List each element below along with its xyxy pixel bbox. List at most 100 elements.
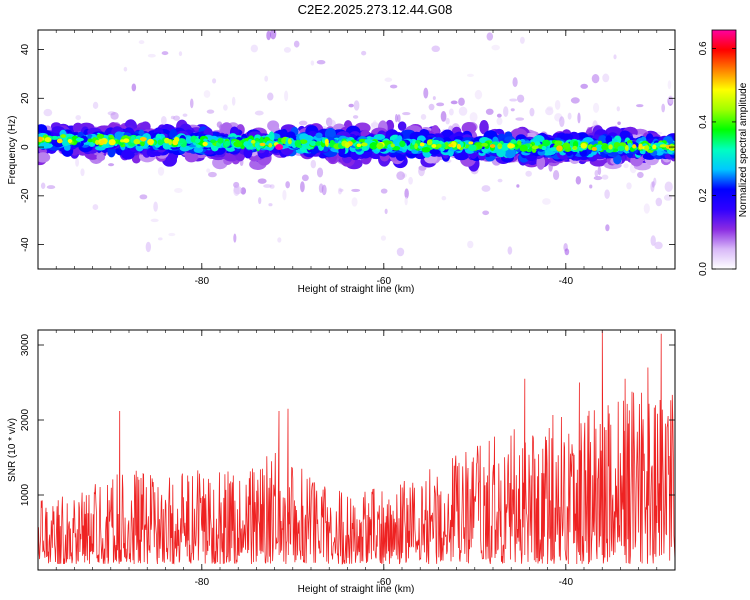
heatmap-cell bbox=[652, 144, 657, 150]
heatmap-cell bbox=[616, 106, 620, 112]
heatmap-cell bbox=[358, 138, 366, 143]
heatmap-cell bbox=[372, 120, 377, 128]
heatmap-cell bbox=[509, 98, 518, 102]
heatmap-cell bbox=[431, 45, 441, 53]
heatmap-cell bbox=[223, 104, 228, 111]
heatmap-cell bbox=[178, 51, 183, 57]
heatmap-cell bbox=[380, 235, 387, 241]
heatmap-cell bbox=[315, 141, 322, 147]
heatmap-cell bbox=[173, 136, 180, 143]
heatmap-cell bbox=[408, 176, 413, 185]
heatmap-cell bbox=[133, 138, 141, 145]
heatmap-x-tick-label: -60 bbox=[377, 276, 392, 287]
heatmap-cell bbox=[507, 246, 513, 255]
heatmap-cell bbox=[380, 188, 388, 194]
heatmap-cell bbox=[360, 142, 368, 147]
heatmap-cell bbox=[44, 137, 52, 143]
heatmap-cell bbox=[421, 146, 431, 153]
heatmap-cell bbox=[481, 142, 488, 147]
heatmap-cell bbox=[432, 96, 436, 101]
snr-x-tick-label: -40 bbox=[559, 577, 574, 588]
heatmap-y-axis-label: Frequency (Hz) bbox=[7, 116, 18, 185]
heatmap-cell bbox=[619, 130, 631, 140]
heatmap-cell bbox=[110, 112, 119, 120]
snr-x-axis-label: Height of straight line (km) bbox=[298, 584, 415, 595]
heatmap-cell bbox=[665, 144, 671, 149]
heatmap-cell bbox=[139, 194, 148, 200]
heatmap-cell bbox=[189, 98, 194, 109]
heatmap-cell bbox=[233, 233, 237, 243]
heatmap-cell bbox=[123, 138, 130, 143]
heatmap-cell bbox=[361, 50, 367, 56]
heatmap-cell bbox=[75, 137, 84, 142]
snr-x-tick-label: -60 bbox=[377, 577, 392, 588]
heatmap-cell bbox=[233, 185, 243, 195]
heatmap-cell bbox=[655, 197, 663, 207]
heatmap-cell bbox=[512, 77, 518, 88]
heatmap-cell bbox=[554, 140, 563, 147]
heatmap-cell bbox=[431, 139, 440, 145]
heatmap-cell bbox=[92, 204, 99, 211]
heatmap-cell bbox=[468, 144, 477, 152]
heatmap-cell bbox=[339, 188, 344, 192]
heatmap-cell bbox=[605, 135, 613, 144]
heatmap-cell bbox=[501, 143, 510, 151]
heatmap-cell bbox=[396, 171, 406, 180]
heatmap-cell bbox=[369, 141, 378, 150]
heatmap-cell bbox=[498, 144, 503, 148]
heatmap-peak-cell bbox=[275, 144, 284, 151]
heatmap-cell bbox=[315, 132, 323, 139]
heatmap-cell bbox=[440, 111, 447, 122]
heatmap-cell bbox=[399, 140, 406, 148]
heatmap-cell bbox=[608, 144, 613, 150]
heatmap-cell bbox=[267, 92, 274, 101]
heatmap-cell bbox=[203, 90, 211, 98]
colorbar-tick-label: 0.6 bbox=[698, 41, 709, 55]
heatmap-cell bbox=[80, 168, 85, 177]
heatmap-cell bbox=[394, 113, 399, 123]
heatmap-cell bbox=[268, 143, 273, 148]
heatmap-cell bbox=[233, 140, 243, 148]
heatmap-cell bbox=[564, 248, 570, 256]
heatmap-cell bbox=[454, 151, 469, 161]
heatmap-cell bbox=[516, 94, 525, 103]
heatmap-cell bbox=[161, 51, 169, 56]
heatmap-cell bbox=[390, 143, 395, 148]
heatmap-cell bbox=[450, 100, 458, 105]
heatmap-cell bbox=[157, 166, 165, 176]
heatmap-cell bbox=[301, 174, 309, 182]
heatmap-cell bbox=[556, 145, 563, 152]
heatmap-cell bbox=[259, 142, 266, 147]
heatmap-cell bbox=[577, 112, 581, 124]
heatmap-cell bbox=[402, 112, 411, 116]
heatmap-cell bbox=[250, 139, 256, 144]
colorbar-tick-label: 0.2 bbox=[698, 188, 709, 202]
heatmap-cell bbox=[469, 112, 478, 122]
heatmap-cell bbox=[38, 152, 51, 163]
heatmap-cell bbox=[95, 145, 106, 151]
heatmap-cell bbox=[140, 141, 145, 147]
heatmap-cell bbox=[75, 157, 80, 167]
heatmap-cell bbox=[667, 80, 672, 90]
heatmap-cell bbox=[510, 108, 515, 112]
heatmap-cell bbox=[504, 148, 516, 159]
heatmap-cell bbox=[567, 112, 572, 120]
heatmap-cell bbox=[147, 138, 155, 146]
heatmap-cell bbox=[263, 184, 272, 188]
heatmap-cell bbox=[458, 97, 465, 106]
heatmap-cell bbox=[168, 232, 176, 237]
heatmap-cell bbox=[617, 145, 625, 152]
heatmap-cell bbox=[294, 139, 302, 148]
heatmap-cell bbox=[207, 171, 217, 178]
heatmap-cell bbox=[466, 73, 474, 77]
heatmap-cell bbox=[92, 101, 99, 109]
heatmap-cell bbox=[43, 108, 53, 117]
heatmap-cell bbox=[257, 178, 267, 184]
heatmap-cell bbox=[491, 44, 500, 51]
heatmap-cell bbox=[356, 143, 362, 147]
heatmap-cell bbox=[486, 32, 494, 41]
heatmap-cell bbox=[549, 147, 558, 152]
snr-frame bbox=[37, 329, 676, 571]
heatmap-cell bbox=[580, 142, 588, 149]
